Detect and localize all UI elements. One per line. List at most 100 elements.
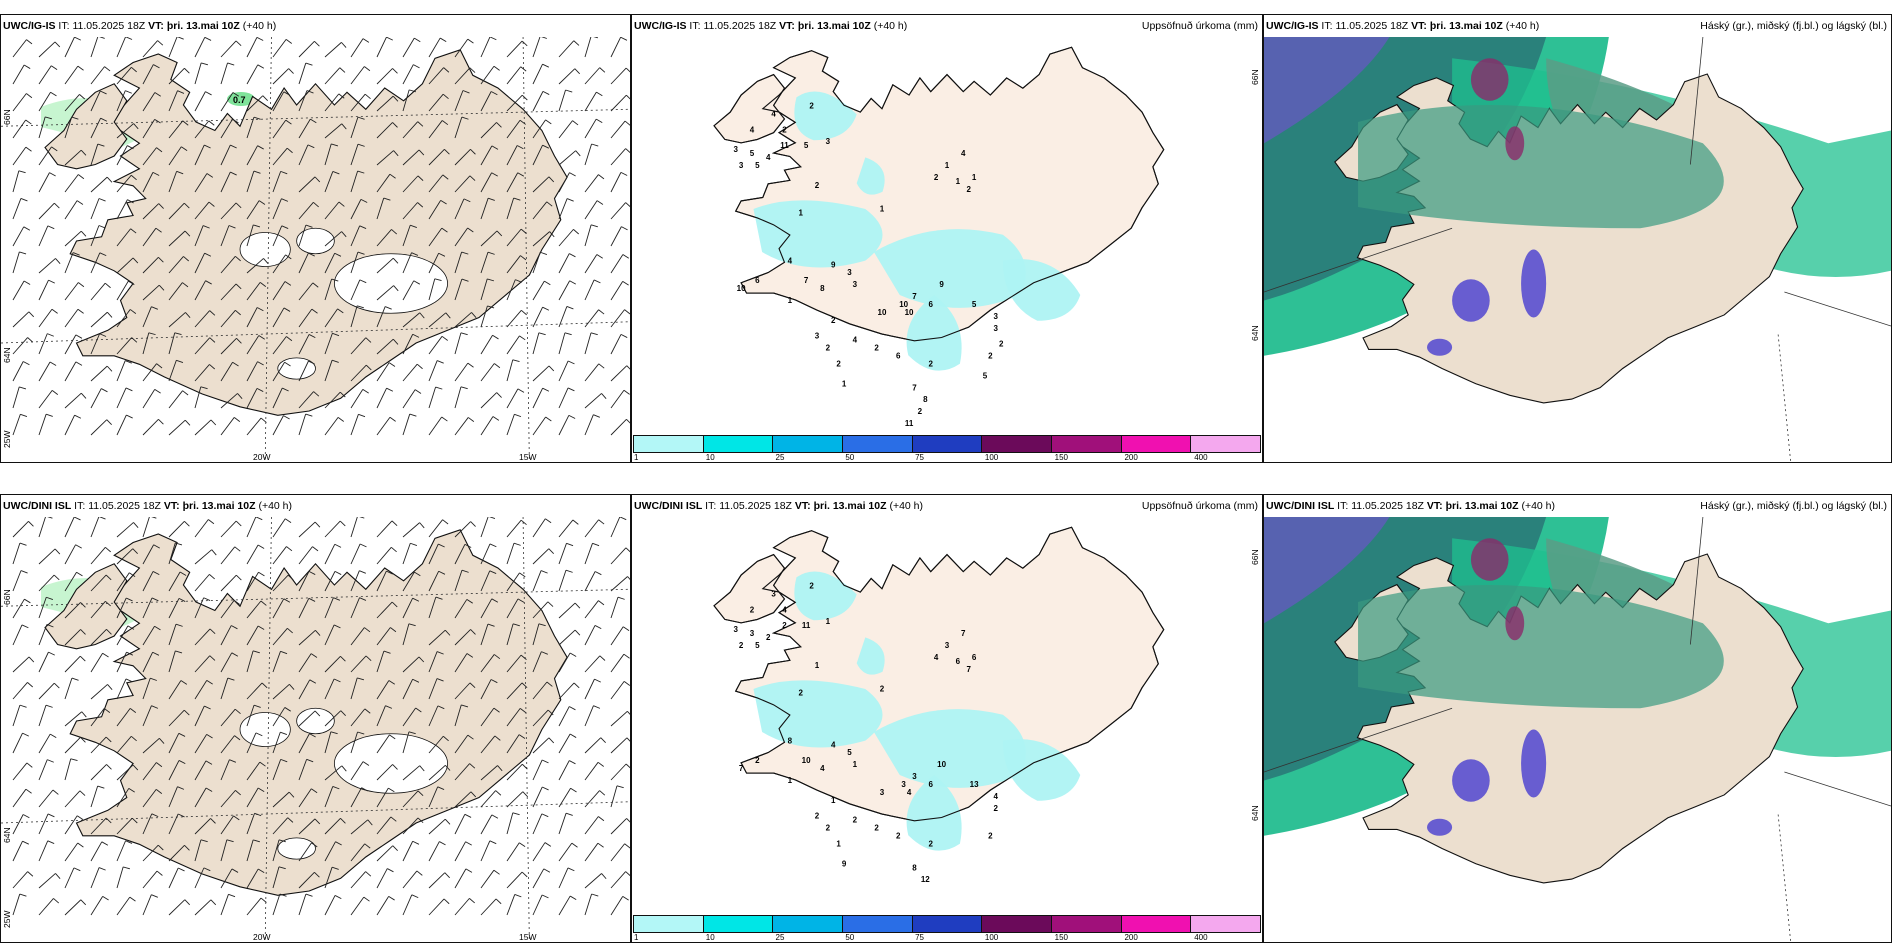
wind-barb (64, 790, 81, 808)
precip-value: 2 (874, 344, 879, 353)
wind-barb (480, 869, 495, 889)
wind-barb-flag (281, 198, 289, 202)
wind-barb (246, 813, 255, 835)
wind-barb-flag (409, 89, 416, 93)
wind-barb-flag (98, 198, 106, 202)
vt-label: VT: (148, 20, 164, 32)
wind-barb (558, 706, 570, 727)
precip-value: 2 (934, 173, 939, 182)
wind-barb-flag (493, 654, 501, 660)
wind-barb (506, 359, 514, 382)
wind-barb-flag (390, 816, 397, 822)
wind-barb (298, 679, 311, 700)
wind-barb (90, 388, 102, 409)
wind-barb (12, 280, 25, 301)
wind-barb-flag (339, 391, 346, 398)
init-time: 11.05.2025 18Z (1335, 20, 1409, 32)
wind-barb (428, 253, 440, 274)
precip-value: 4 (788, 256, 793, 265)
wind-barb (454, 362, 469, 382)
colorbar-tick: 200 (1124, 453, 1138, 462)
wind-barb (454, 149, 471, 166)
longitude-line (264, 517, 272, 942)
wind-barb-flag (158, 256, 164, 263)
wind-barb-flag (444, 872, 451, 879)
cloud-layer (1264, 37, 1390, 144)
wind-barb-flag (469, 682, 476, 688)
wind-barb (506, 894, 516, 916)
wind-barb-flag (49, 172, 56, 177)
wind-barb (376, 650, 385, 673)
wind-barb-flag (183, 709, 190, 716)
wind-barb-flag (260, 417, 267, 423)
wind-barb-flag (412, 333, 420, 338)
wind-barb (90, 225, 100, 247)
wind-barb (558, 253, 570, 274)
wind-barb (12, 251, 20, 274)
wind-barb (324, 624, 335, 646)
precip-map: 2 4 2 3 5 3 4 11 5 3 4 5 2 1 1 2 1 4 1 2 1 4 6 7 9 10 8 3 3 1 9 10 7 10 10… (632, 37, 1262, 434)
wind-barb-flag (522, 791, 529, 798)
wind-barb (298, 598, 310, 619)
wind-barb-flag (359, 597, 367, 601)
colorbar-tick: 50 (845, 453, 855, 462)
wind-barb (506, 228, 522, 247)
wind-barb-flag (341, 765, 347, 772)
wind-barb (324, 895, 336, 916)
wind-barb-flag (79, 790, 86, 796)
wind-barb-flag (392, 95, 399, 102)
wind-barb (168, 419, 186, 436)
wind-barb (38, 414, 47, 436)
latitude-label: 64N (2, 347, 12, 363)
wind-barb-flag (126, 651, 134, 656)
wind-barb-flag (460, 332, 468, 336)
precip-value: 6 (929, 300, 934, 309)
wind-barb-flag (50, 91, 57, 97)
wind-barb (532, 601, 549, 619)
wind-barb (506, 279, 516, 301)
wind-barb-flag (54, 202, 60, 209)
wind-barb (558, 543, 567, 565)
precip-value: 2 (809, 581, 814, 590)
wind-barb (90, 629, 107, 646)
wind-barb (324, 201, 340, 220)
wind-barb-flag (541, 37, 547, 39)
wind-barb (480, 252, 489, 274)
wind-barb (376, 868, 388, 889)
wind-barb-flag (182, 390, 189, 396)
wind-barb (402, 413, 411, 436)
latitude-line (1784, 771, 1891, 807)
wind-barb (116, 37, 126, 58)
wind-barb (116, 123, 134, 139)
wind-barb-flag (357, 731, 365, 735)
wind-barb-flag (308, 597, 316, 602)
wind-barb-flag (465, 841, 472, 846)
wind-barb-flag (334, 570, 342, 575)
precip-value: 2 (782, 125, 787, 134)
wind-barb (246, 170, 255, 193)
wind-barb-flag (101, 841, 109, 846)
panel-header: UWC/DINI ISL IT: 11.05.2025 18Z VT: þri.… (1264, 495, 1891, 517)
wind-barb-flag (538, 623, 546, 627)
wind-barb (168, 171, 178, 193)
precip-value: 3 (912, 772, 917, 781)
wind-barb-flag (314, 176, 321, 183)
wind-barb (90, 198, 100, 220)
precip-value: 5 (750, 149, 755, 158)
wind-barb-flag (417, 121, 424, 127)
wind-barb-flag (204, 705, 211, 710)
wind-barb-flag (467, 362, 474, 368)
wind-barb (116, 174, 132, 193)
wind-barb-flag (25, 788, 32, 794)
longitude-label: 15W (519, 452, 537, 462)
wind-barb-flag (22, 732, 29, 737)
wind-barb (12, 226, 25, 247)
wind-barb (558, 813, 567, 835)
wind-barb-flag (438, 570, 446, 575)
wind-barb (402, 280, 415, 301)
wind-barb (376, 546, 392, 565)
wind-barb (480, 654, 495, 673)
precip-value: 5 (804, 141, 809, 150)
wind-barb-flag (333, 678, 341, 683)
wind-barb (350, 225, 361, 247)
